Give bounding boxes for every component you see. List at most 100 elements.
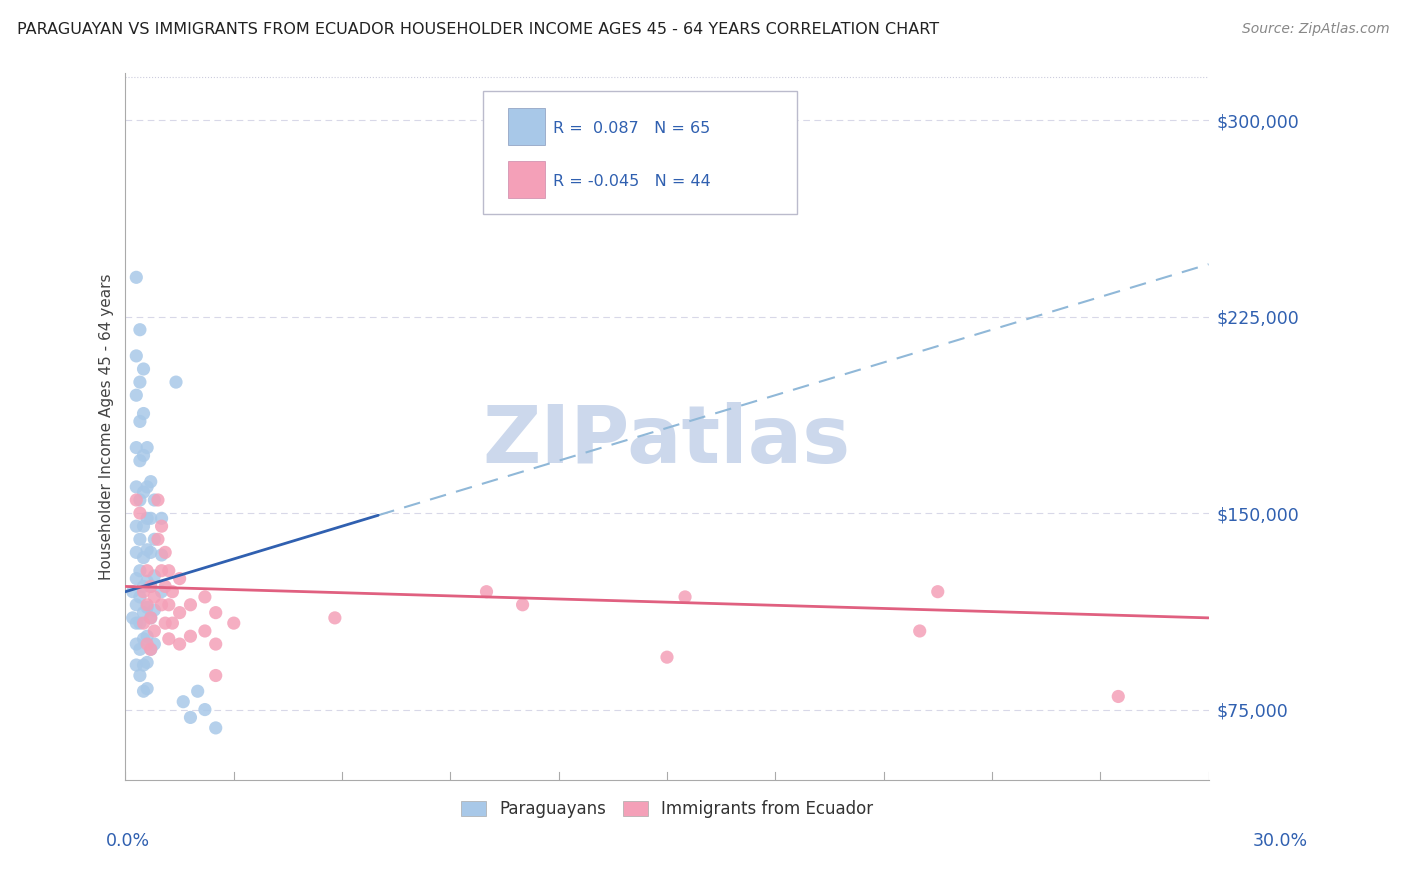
Point	[132, 449, 155, 463]
Text: Source: ZipAtlas.com: Source: ZipAtlas.com	[1241, 22, 1389, 37]
Point	[125, 493, 148, 508]
FancyBboxPatch shape	[508, 109, 544, 145]
Point	[132, 579, 155, 593]
Point	[121, 611, 143, 625]
Point	[1107, 690, 1129, 704]
Point	[129, 453, 152, 467]
Point	[132, 606, 155, 620]
Text: ZIPatlas: ZIPatlas	[482, 401, 851, 480]
Point	[125, 480, 148, 494]
Point	[204, 606, 226, 620]
Point	[125, 572, 148, 586]
Point	[179, 629, 201, 643]
Point	[323, 611, 346, 625]
Point	[129, 590, 152, 604]
Point	[153, 545, 176, 559]
Point	[204, 721, 226, 735]
Point	[512, 598, 534, 612]
Point	[129, 616, 152, 631]
Text: 30.0%: 30.0%	[1253, 831, 1308, 849]
Point	[194, 624, 217, 638]
Point	[179, 710, 201, 724]
Point	[129, 375, 152, 389]
Point	[125, 658, 148, 673]
Point	[139, 611, 162, 625]
Point	[146, 493, 169, 508]
Point	[150, 598, 173, 612]
Point	[136, 656, 159, 670]
Point	[169, 637, 191, 651]
Point	[143, 603, 166, 617]
Point	[146, 533, 169, 547]
Text: R =  0.087   N = 65: R = 0.087 N = 65	[554, 121, 710, 136]
Point	[136, 574, 159, 589]
Point	[125, 545, 148, 559]
Point	[139, 475, 162, 489]
Point	[169, 572, 191, 586]
Point	[136, 681, 159, 696]
Point	[136, 598, 159, 612]
Point	[194, 590, 217, 604]
Point	[169, 606, 191, 620]
Point	[165, 375, 187, 389]
Point	[139, 579, 162, 593]
Point	[129, 506, 152, 520]
Point	[673, 590, 696, 604]
Text: 0.0%: 0.0%	[105, 831, 149, 849]
Point	[157, 598, 180, 612]
Point	[655, 650, 678, 665]
Point	[129, 533, 152, 547]
Point	[125, 270, 148, 285]
Point	[136, 600, 159, 615]
Point	[136, 564, 159, 578]
Point	[132, 485, 155, 500]
Point	[121, 584, 143, 599]
Point	[132, 550, 155, 565]
Point	[125, 388, 148, 402]
Point	[139, 642, 162, 657]
Point	[143, 624, 166, 638]
Point	[179, 598, 201, 612]
Point	[150, 584, 173, 599]
Point	[129, 493, 152, 508]
Point	[136, 511, 159, 525]
Point	[162, 616, 184, 631]
Point	[475, 584, 498, 599]
Point	[927, 584, 949, 599]
Y-axis label: Householder Income Ages 45 - 64 years: Householder Income Ages 45 - 64 years	[100, 273, 114, 580]
Point	[150, 564, 173, 578]
Point	[150, 519, 173, 533]
Text: PARAGUAYAN VS IMMIGRANTS FROM ECUADOR HOUSEHOLDER INCOME AGES 45 - 64 YEARS CORR: PARAGUAYAN VS IMMIGRANTS FROM ECUADOR HO…	[17, 22, 939, 37]
Point	[132, 362, 155, 376]
Point	[222, 616, 245, 631]
Point	[157, 564, 180, 578]
Point	[132, 658, 155, 673]
Point	[143, 533, 166, 547]
Legend: Paraguayans, Immigrants from Ecuador: Paraguayans, Immigrants from Ecuador	[454, 794, 880, 825]
Point	[129, 668, 152, 682]
Point	[143, 569, 166, 583]
Point	[143, 590, 166, 604]
Point	[125, 598, 148, 612]
Point	[132, 519, 155, 533]
Point	[157, 632, 180, 646]
Point	[143, 637, 166, 651]
Point	[125, 616, 148, 631]
Point	[129, 564, 152, 578]
FancyBboxPatch shape	[482, 91, 797, 214]
Point	[132, 584, 155, 599]
Point	[172, 695, 194, 709]
Point	[129, 414, 152, 428]
Point	[150, 548, 173, 562]
Point	[125, 441, 148, 455]
Point	[204, 668, 226, 682]
Point	[204, 637, 226, 651]
Point	[162, 584, 184, 599]
Point	[143, 493, 166, 508]
Point	[129, 323, 152, 337]
Point	[132, 616, 155, 631]
Point	[150, 511, 173, 525]
Point	[139, 611, 162, 625]
Point	[125, 519, 148, 533]
Point	[125, 349, 148, 363]
